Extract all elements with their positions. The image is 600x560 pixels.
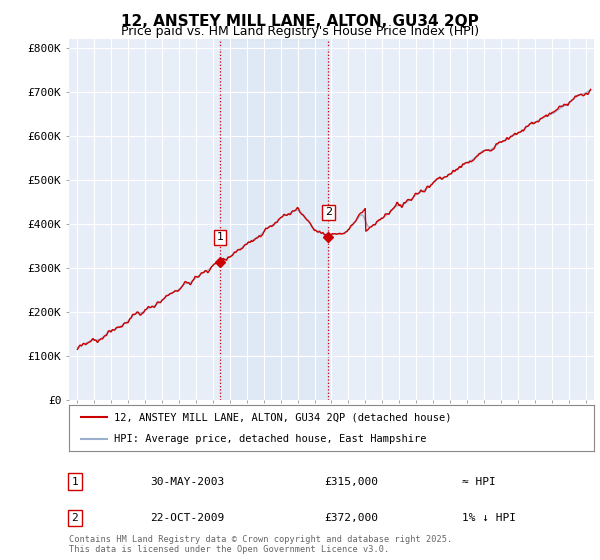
Text: Price paid vs. HM Land Registry's House Price Index (HPI): Price paid vs. HM Land Registry's House … (121, 25, 479, 38)
Text: 2: 2 (71, 513, 79, 523)
Text: 1% ↓ HPI: 1% ↓ HPI (462, 513, 516, 523)
Bar (220, 39, 328, 400)
Text: Contains HM Land Registry data © Crown copyright and database right 2025.
This d: Contains HM Land Registry data © Crown c… (69, 535, 452, 554)
Text: £315,000: £315,000 (324, 477, 378, 487)
Text: 30-MAY-2003: 30-MAY-2003 (150, 477, 224, 487)
Text: £372,000: £372,000 (324, 513, 378, 523)
Text: 12, ANSTEY MILL LANE, ALTON, GU34 2QP (detached house): 12, ANSTEY MILL LANE, ALTON, GU34 2QP (d… (113, 412, 451, 422)
Text: 12, ANSTEY MILL LANE, ALTON, GU34 2QP: 12, ANSTEY MILL LANE, ALTON, GU34 2QP (121, 14, 479, 29)
Text: 1: 1 (217, 232, 223, 242)
Text: 22-OCT-2009: 22-OCT-2009 (150, 513, 224, 523)
Text: ≈ HPI: ≈ HPI (462, 477, 496, 487)
Text: 1: 1 (71, 477, 79, 487)
Text: HPI: Average price, detached house, East Hampshire: HPI: Average price, detached house, East… (113, 435, 426, 444)
Text: 2: 2 (325, 207, 332, 217)
